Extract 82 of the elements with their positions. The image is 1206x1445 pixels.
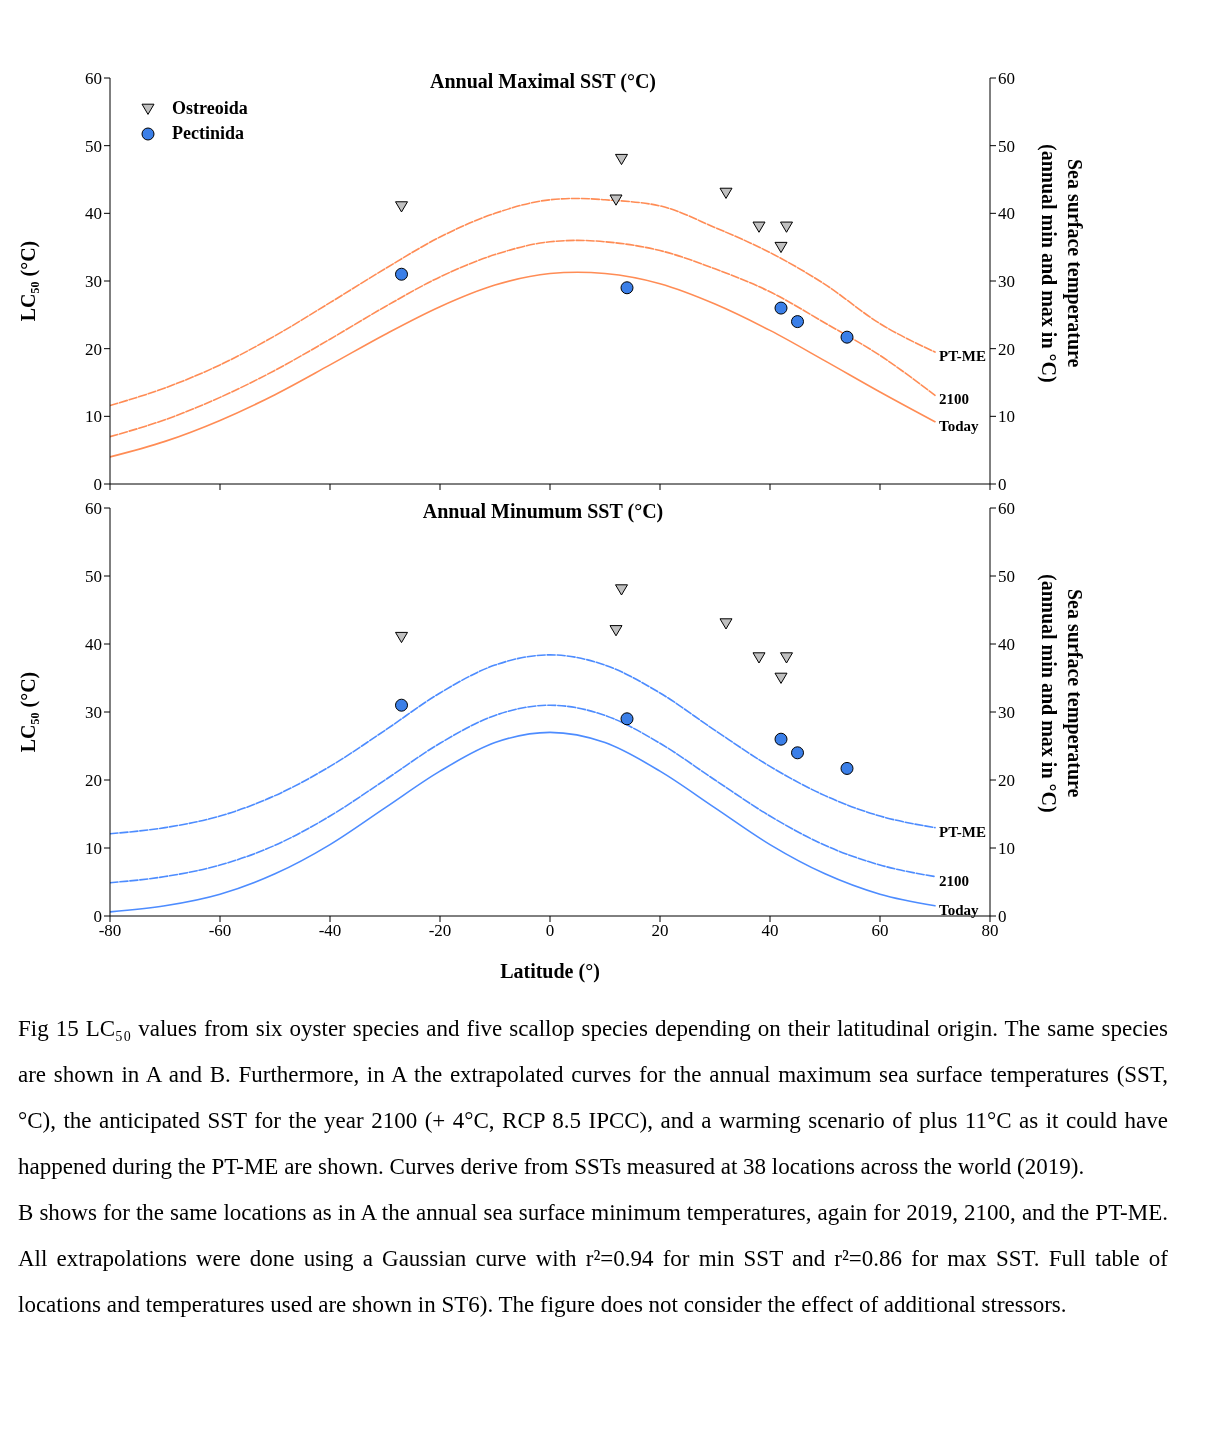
y2-tick-label: 20 [998, 339, 1015, 359]
y-tick-label: 50 [85, 136, 102, 156]
y2-tick-label: 10 [998, 407, 1015, 427]
point [609, 625, 623, 637]
x-tick-label: -40 [318, 921, 342, 941]
y-tick-label: 60 [85, 499, 102, 519]
y2-tick-label: 10 [998, 839, 1015, 859]
y2-tick-label: 50 [998, 136, 1015, 156]
y-tick-label: 50 [85, 567, 102, 587]
y2-tick-label: 40 [998, 204, 1015, 224]
series-label: PT-ME [939, 823, 986, 840]
y-tick-label: 0 [93, 475, 102, 495]
caption: Fig 15 LC₅₀ values from six oyster species and five scallop species depending on their latitudinal origin. The same species are shown in A and B. Furthermore, in A the extrapolated curves for the annual maximum sea surface temperatures (SST, °C), the anticipated SST for the year 2100 (+ 4°C, RCP 8.5 IPCC), and a warming scenario of plus 11°C as it could have happened during the PT-ME are shown. Curves derive from SSTs measured at 38 locations across the world (2019). [18, 1015, 1168, 1181]
y-tick-label: 40 [85, 204, 102, 224]
point [719, 187, 733, 199]
point [615, 153, 628, 166]
y2-tick-label: 50 [998, 567, 1015, 587]
point [752, 221, 766, 233]
line-series [110, 271, 936, 458]
point [774, 241, 788, 254]
chart-title: Annual Maximal SST (°C) [429, 70, 657, 93]
y2-axis-title: Sea surface temperature (annual min and max in °C) [1036, 143, 1087, 385]
legend-label: Pectinida [172, 123, 244, 144]
y2-axis-title: Sea surface temperature (annual min and max in °C) [1036, 573, 1087, 815]
y2-tick-label: 30 [998, 703, 1015, 723]
y-tick-label: 30 [85, 703, 102, 723]
x-tick-label: 0 [545, 921, 555, 941]
x-axis-title: Latitude (°) [500, 960, 600, 984]
point [395, 698, 408, 712]
point [620, 281, 634, 295]
y2-tick-label: 20 [998, 771, 1015, 791]
y-axis-title: LC₅₀ (°C) [17, 240, 41, 322]
line-series [110, 197, 936, 407]
x-tick-label: 40 [761, 921, 779, 941]
point [791, 746, 804, 760]
point [719, 618, 733, 630]
point [840, 330, 854, 344]
point [780, 221, 793, 233]
y-tick-label: 10 [85, 407, 102, 427]
point [615, 584, 628, 596]
point [752, 652, 766, 664]
series-label: 2100 [939, 872, 969, 889]
x-tick-label: 20 [651, 921, 669, 941]
point [395, 267, 408, 281]
y2-tick-label: 60 [998, 499, 1015, 519]
y-tick-label: 40 [85, 635, 102, 655]
line-series [110, 239, 936, 438]
point [774, 672, 788, 684]
line-series [110, 654, 936, 835]
legend-label: Ostreoida [172, 98, 248, 119]
x-tick-label: -20 [428, 921, 452, 941]
x-tick-label: -60 [208, 921, 232, 941]
y-tick-label: 60 [85, 69, 102, 89]
y-tick-label: 10 [85, 839, 102, 859]
point [395, 201, 408, 213]
point [774, 301, 788, 315]
series-label: PT-ME [939, 348, 986, 365]
point [609, 194, 623, 206]
line-series [110, 731, 936, 913]
text: B shows for the same locations as in A the annual sea surface minimum temperatures, again for 2019, 2100, and the PT-ME. All extrapolations were done using a Gaussian curve with r²=0.94 for min SST and r²=0.86 for max SST. Full table of locations and temperatures used are shown in ST6). The figure does not consider the effect of additional stressors. [18, 1199, 1168, 1319]
y2-tick-label: 30 [998, 272, 1015, 292]
series-label: 2100 [939, 391, 969, 408]
y2-tick-label: 0 [998, 475, 1007, 495]
point [780, 652, 793, 664]
line-series [110, 704, 936, 884]
chart-title: Annual Minumum SST (°C) [421, 500, 665, 523]
point [791, 315, 804, 329]
x-tick-label: 80 [981, 921, 999, 941]
y2-tick-label: 0 [998, 907, 1007, 927]
y-axis-title: LC₅₀ (°C) [17, 671, 41, 753]
y2-tick-label: 60 [998, 69, 1015, 89]
point [395, 631, 408, 644]
y-tick-label: 20 [85, 771, 102, 791]
y-tick-label: 30 [85, 272, 102, 292]
y-tick-label: 20 [85, 339, 102, 359]
point [840, 761, 854, 775]
point [774, 732, 788, 746]
series-label: Today [939, 417, 979, 434]
series-label: Today [939, 901, 979, 918]
x-tick-label: 60 [871, 921, 889, 941]
y2-tick-label: 40 [998, 635, 1015, 655]
point [620, 712, 634, 726]
